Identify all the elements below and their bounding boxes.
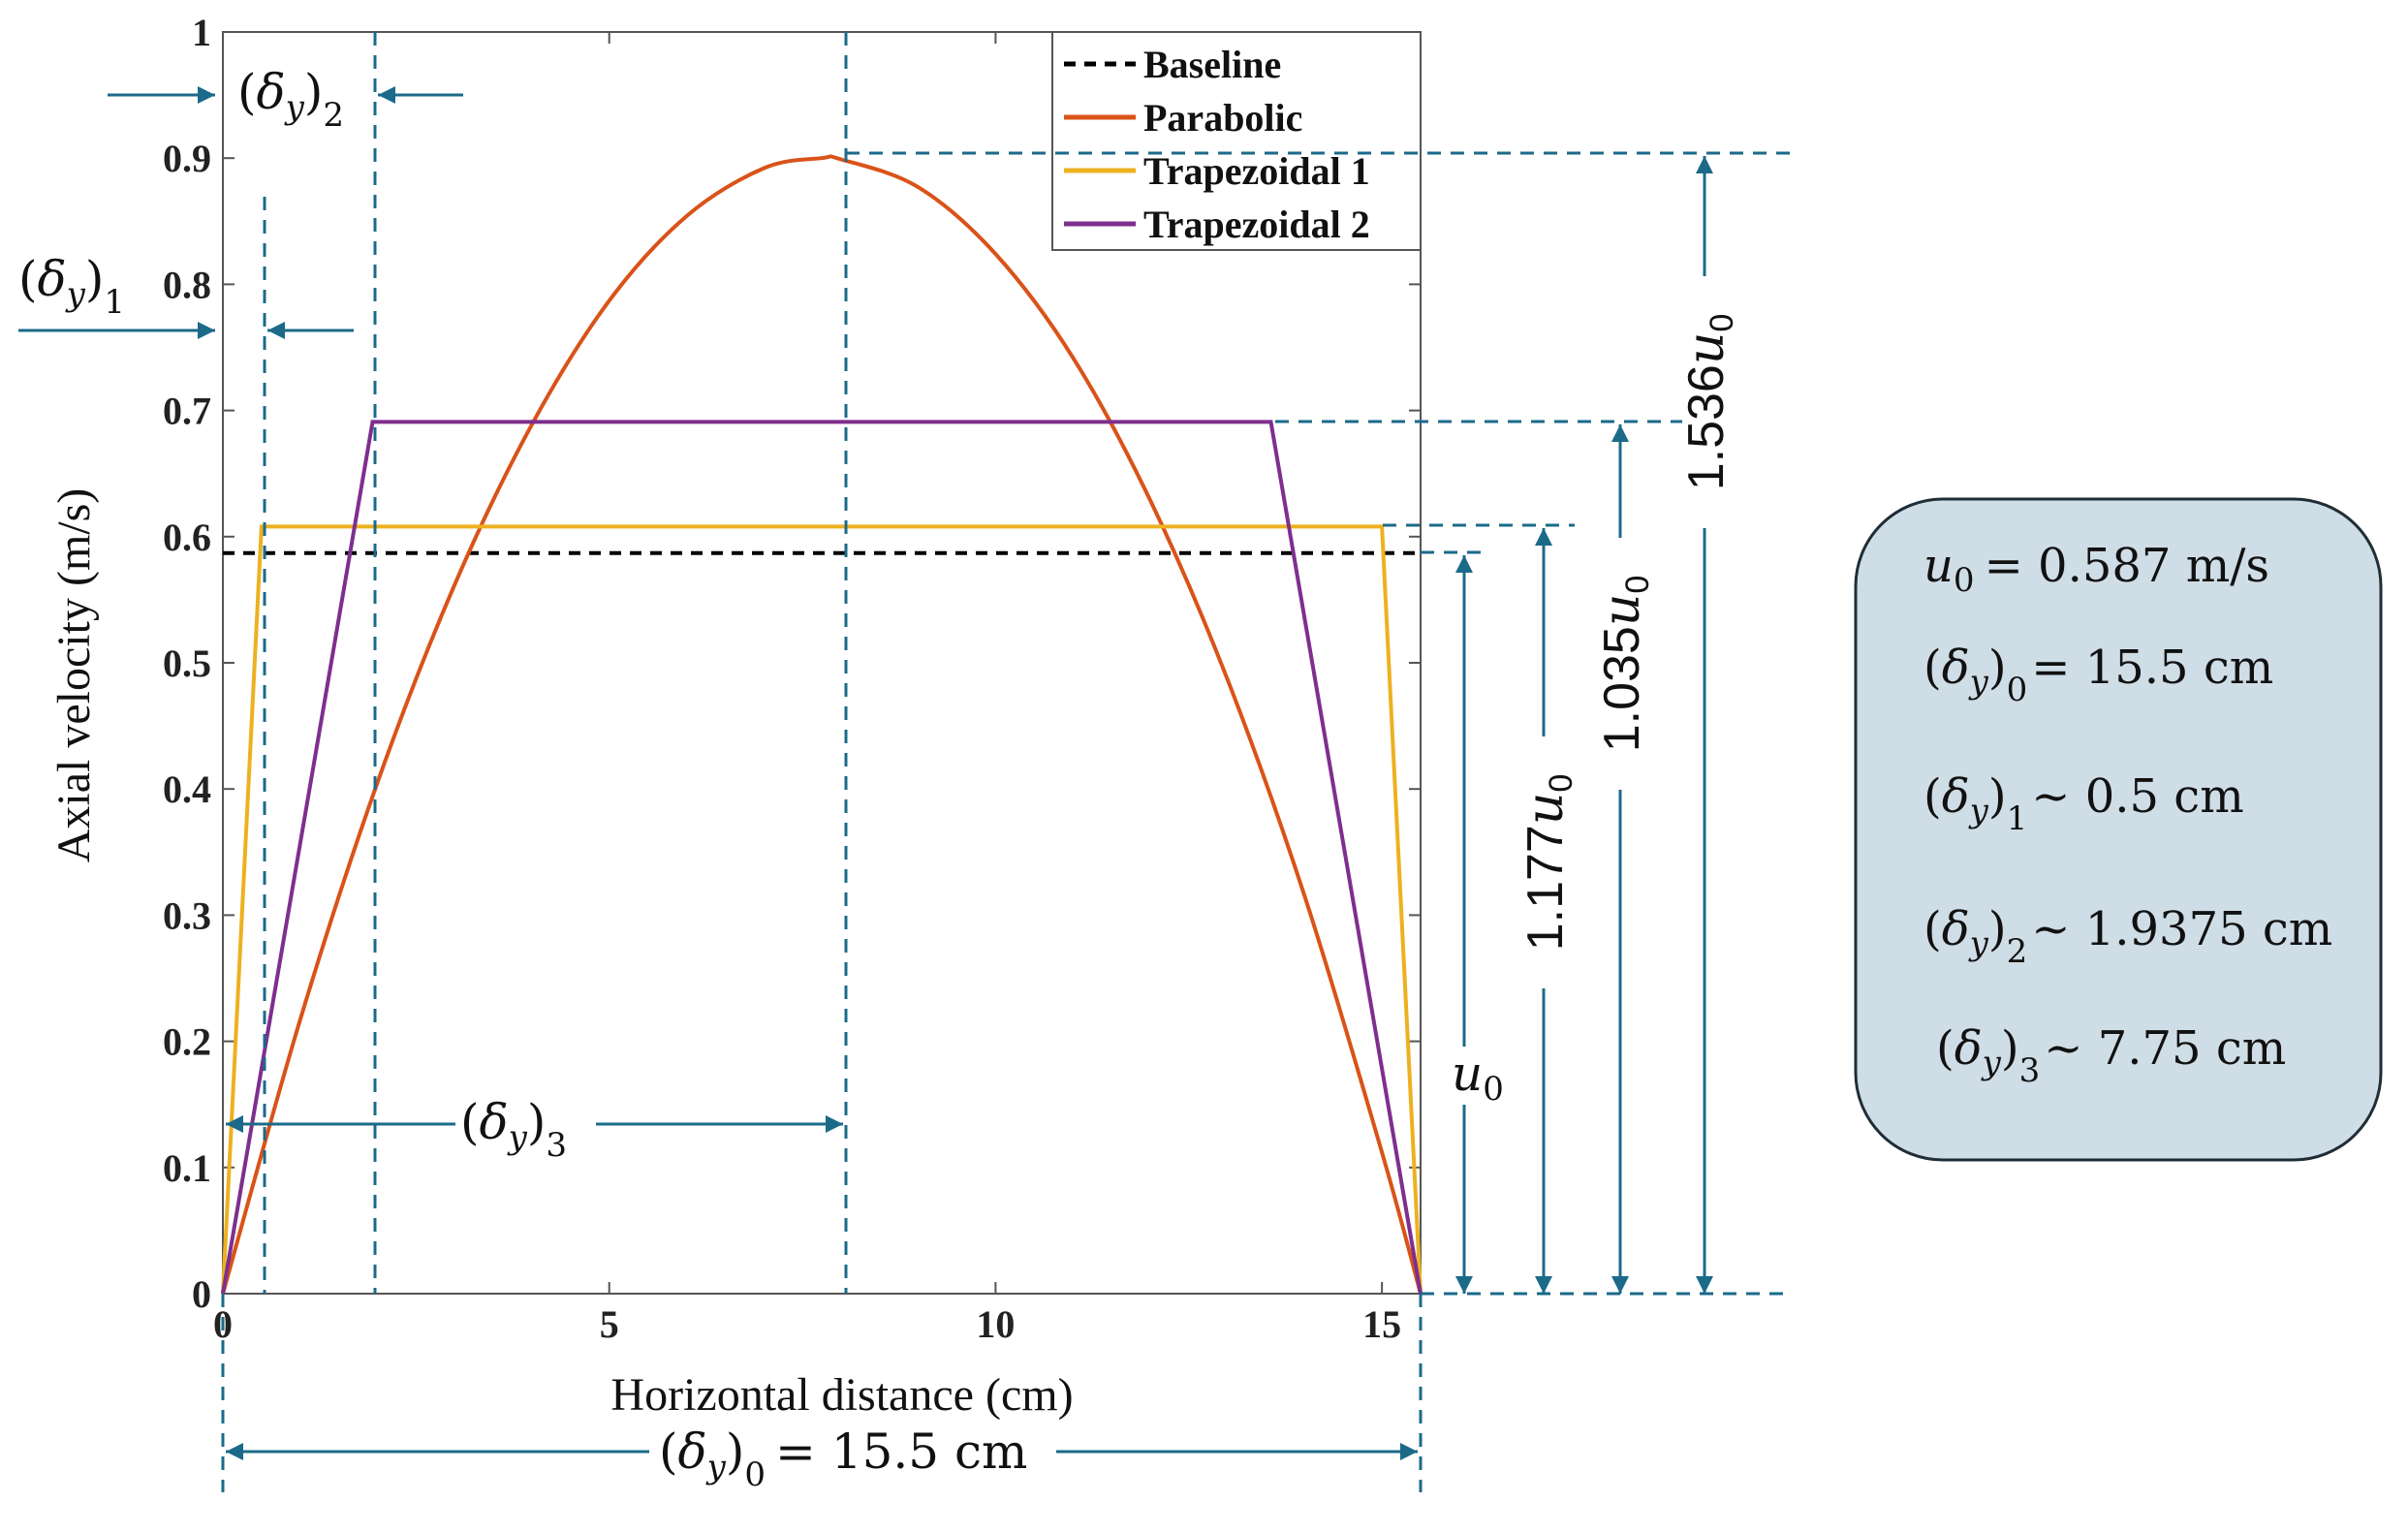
y-tick-label: 0.2: [163, 1020, 211, 1064]
legend: Baseline Parabolic Trapezoidal 1 Trapezoida…: [1051, 31, 1422, 251]
x-tick-label: 5: [600, 1302, 619, 1346]
legend-label: Trapezoidal 1: [1143, 149, 1370, 193]
delta2-label: (δy)2: [237, 64, 344, 135]
y-tick-label: 0.3: [163, 893, 211, 937]
legend-box: [1051, 31, 1422, 251]
annotations: (δy)2 (δy)1 (δy)3 (δy)0 = 15.5 cm u0 1.17…: [18, 32, 1790, 1494]
axes: 00.10.20.30.40.50.60.70.80.910 5 10 15: [163, 11, 1423, 1346]
y-tick-label: 0.7: [163, 390, 211, 433]
info-box-background: [1854, 497, 2383, 1162]
legend-label: Baseline: [1143, 43, 1281, 86]
label-1536u0: 1.536u0: [1677, 314, 1740, 491]
label-1035u0: 1.035u0: [1593, 576, 1656, 753]
legend-label: Trapezoidal 2: [1143, 203, 1370, 246]
delta1-label: (δy)1: [18, 251, 125, 322]
y-tick-label: 0.6: [163, 516, 211, 559]
y-axis-label: Axial velocity (m/s): [48, 488, 100, 863]
x-axis-label: Horizontal distance (cm): [610, 1369, 1073, 1421]
series-line-parabolic: [221, 154, 1423, 1295]
y-tick-label: 0.5: [163, 641, 211, 685]
ticks: 00.10.20.30.40.50.60.70.80.910 5 10 15: [163, 11, 1421, 1346]
info-u0: u0 = 0.587 m/s: [1923, 539, 2269, 600]
series-line-trapezoidal-1: [221, 524, 1423, 1295]
info-box: u0 = 0.587 m/s (δy)0= 15.5 cm(δy)1~ 0.5 c…: [1854, 497, 2383, 1162]
u0-label: u0: [1452, 1046, 1504, 1109]
x-tick-label: 10: [976, 1302, 1015, 1346]
label-1177u0: 1.177u0: [1517, 774, 1579, 952]
y-tick-label: 0.8: [163, 263, 211, 306]
y-tick-label: 0: [192, 1272, 211, 1316]
delta0-label: (δy)0 = 15.5 cm: [659, 1424, 1027, 1494]
delta3-label: (δy)3: [460, 1094, 567, 1165]
x-tick-label: 15: [1362, 1302, 1401, 1346]
y-tick-label: 0.1: [163, 1146, 211, 1190]
legend-label: Parabolic: [1143, 96, 1302, 140]
y-tick-label: 0.4: [163, 767, 211, 811]
y-tick-label: 1: [192, 11, 211, 54]
series-group: [221, 154, 1423, 1295]
series-line-trapezoidal-2: [221, 420, 1423, 1295]
y-tick-label: 0.9: [163, 137, 211, 180]
